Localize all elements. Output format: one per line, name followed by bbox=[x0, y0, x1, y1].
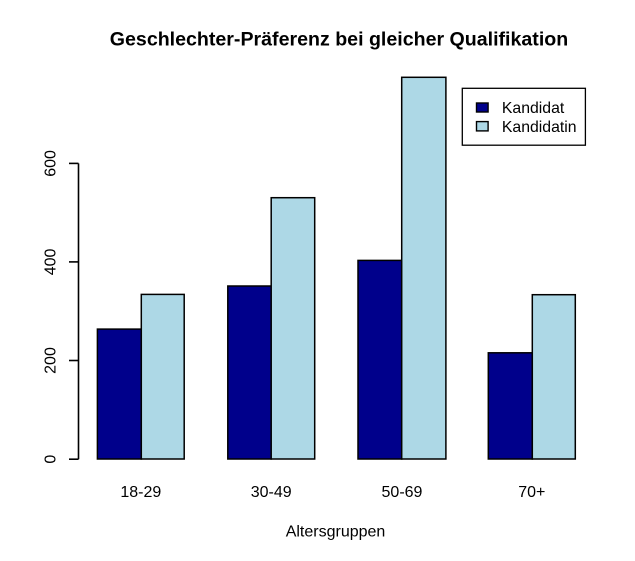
svg-text:70+: 70+ bbox=[518, 484, 545, 501]
svg-text:400: 400 bbox=[43, 248, 60, 275]
svg-text:Kandidat: Kandidat bbox=[502, 100, 565, 117]
svg-text:Altersgruppen: Altersgruppen bbox=[286, 524, 386, 541]
svg-text:200: 200 bbox=[43, 347, 60, 374]
svg-text:30-49: 30-49 bbox=[251, 484, 292, 501]
svg-text:600: 600 bbox=[43, 150, 60, 177]
svg-text:0: 0 bbox=[43, 455, 60, 464]
svg-text:18-29: 18-29 bbox=[120, 484, 161, 501]
svg-text:Kandidatin: Kandidatin bbox=[502, 119, 577, 136]
svg-text:Geschlechter-Präferenz bei gle: Geschlechter-Präferenz bei gleicher Qual… bbox=[110, 29, 568, 51]
svg-text:50-69: 50-69 bbox=[382, 484, 423, 501]
